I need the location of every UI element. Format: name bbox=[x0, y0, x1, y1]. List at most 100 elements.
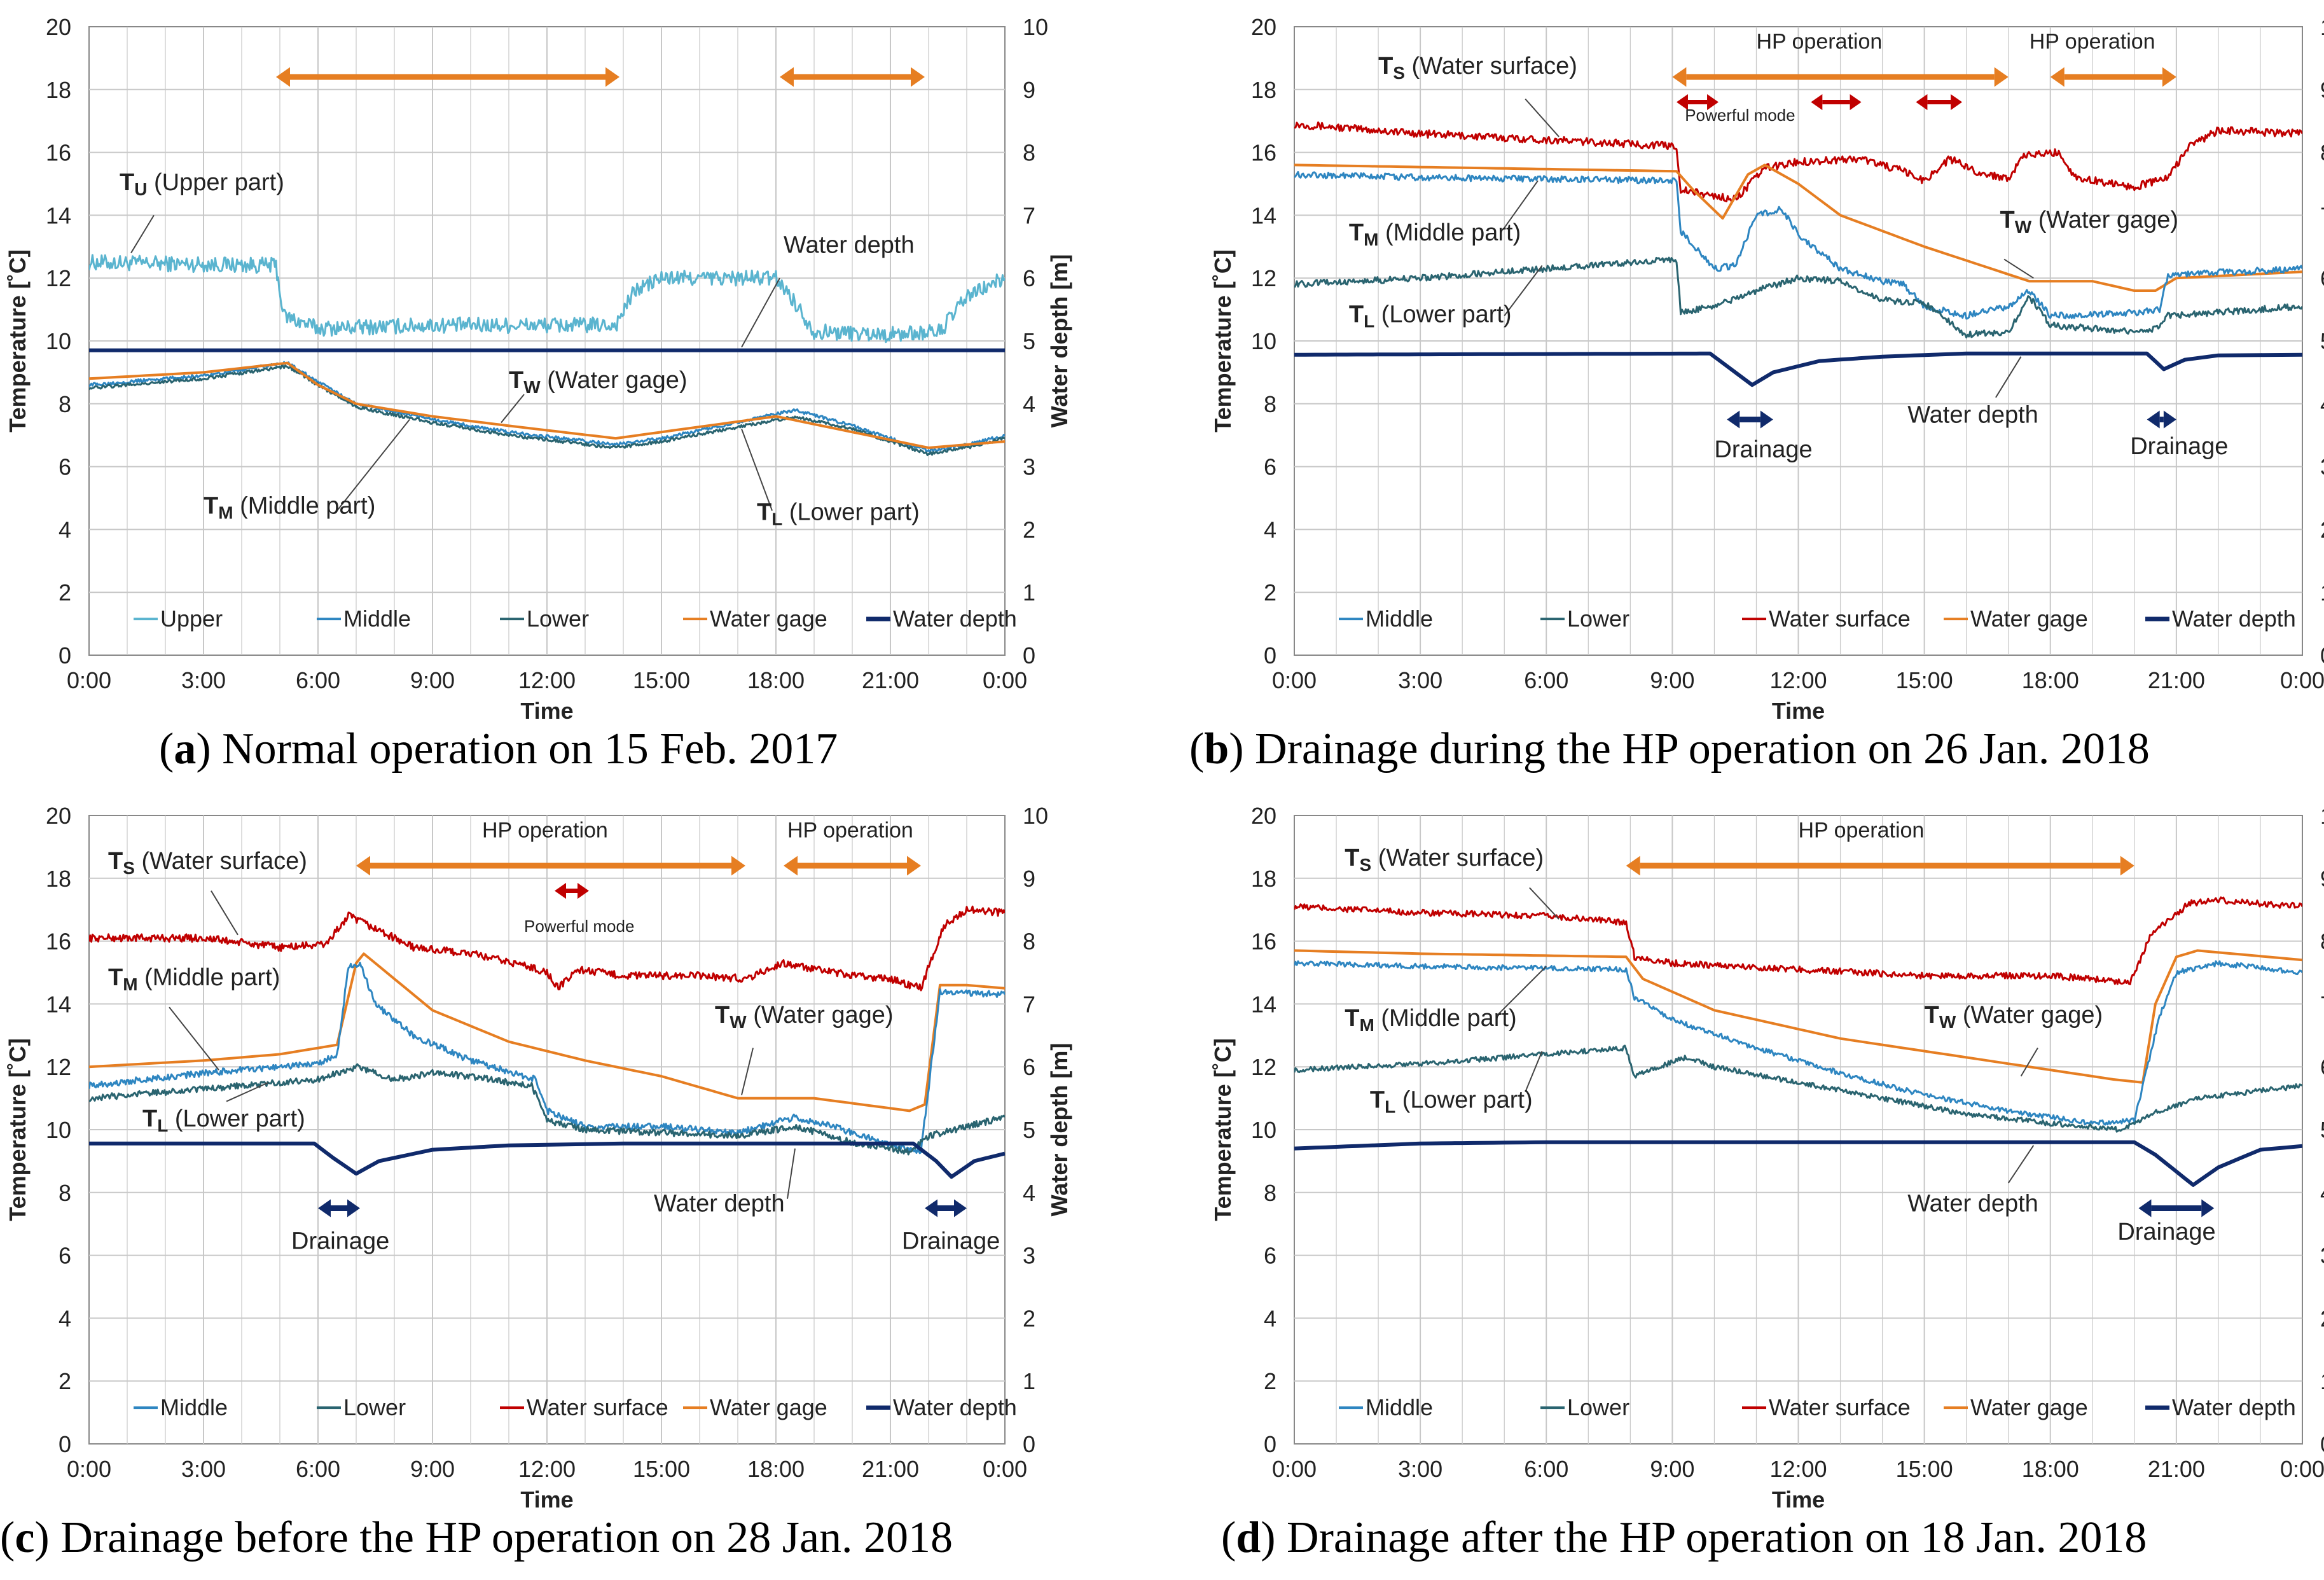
leader-line bbox=[130, 214, 155, 254]
series-line-lower bbox=[89, 364, 1005, 457]
y-axis-label-left: Temperature [˚C] bbox=[4, 249, 31, 432]
series-line-water-depth bbox=[1294, 351, 2302, 387]
y-axis-label-right: Water depth [m] bbox=[1046, 254, 1072, 428]
legend-label: Middle bbox=[1366, 606, 1433, 632]
annotation-label: HP operation bbox=[787, 819, 913, 843]
legend-label: Middle bbox=[1366, 1394, 1433, 1420]
y2-tick-label: 9 bbox=[2320, 866, 2324, 892]
series-line-middle bbox=[1294, 960, 2302, 1126]
y-tick-label: 4 bbox=[1264, 1305, 1276, 1331]
y-tick-label: 20 bbox=[46, 803, 71, 829]
y-tick-label: 2 bbox=[59, 579, 71, 606]
series-line-water-depth bbox=[1294, 1140, 2302, 1187]
y-tick-label: 14 bbox=[1251, 991, 1276, 1017]
leader-line bbox=[226, 1081, 269, 1102]
y-tick-label: 20 bbox=[1251, 803, 1276, 829]
y2-tick-label: 3 bbox=[1023, 454, 1035, 480]
y-tick-label: 8 bbox=[59, 391, 71, 417]
annotation-label: TS (Water surface) bbox=[1345, 845, 1544, 875]
series-line-middle bbox=[89, 361, 1005, 454]
y2-tick-label: 10 bbox=[1023, 803, 1048, 829]
y-tick-label: 0 bbox=[1264, 1431, 1276, 1457]
y2-tick-label: 7 bbox=[1023, 991, 1035, 1017]
annotation-label: TM (Middle part) bbox=[204, 493, 375, 523]
series-line-water-depth bbox=[89, 1141, 1005, 1179]
annotation-label: Drainage bbox=[1714, 436, 1812, 463]
x-tick-label: 0:00 bbox=[983, 1456, 1027, 1482]
leader-line bbox=[2003, 258, 2034, 279]
legend-item-middle: Middle bbox=[134, 1394, 228, 1420]
y-tick-label: 10 bbox=[1251, 1117, 1276, 1143]
legend-label: Water gage bbox=[710, 606, 827, 632]
hp-operation-arrow bbox=[780, 67, 925, 87]
y-tick-label: 16 bbox=[1251, 929, 1276, 955]
annotation-label: TW (Water gage) bbox=[2000, 207, 2179, 237]
hp-operation-arrow bbox=[1672, 67, 2009, 87]
y-tick-label: 14 bbox=[1251, 202, 1276, 228]
y-tick-label: 18 bbox=[46, 77, 71, 103]
powerful-mode-arrow bbox=[1676, 94, 1719, 111]
powerful-mode-arrow bbox=[555, 882, 589, 899]
annotation-label: HP operation bbox=[2030, 30, 2155, 54]
annotation-label: TL (Lower part) bbox=[1370, 1086, 1533, 1116]
annotation-label: TW (Water gage) bbox=[509, 367, 688, 397]
y2-tick-label: 8 bbox=[1023, 140, 1035, 166]
leader-line bbox=[741, 428, 773, 511]
y2-tick-label: 5 bbox=[2320, 328, 2324, 354]
leader-line bbox=[169, 1006, 219, 1071]
drainage-arrow bbox=[318, 1199, 360, 1217]
x-tick-label: 0:00 bbox=[1272, 667, 1317, 693]
annotation-label: Powerful mode bbox=[524, 917, 634, 936]
legend-item-lower: Lower bbox=[500, 606, 589, 632]
legend-label: Water surface bbox=[1769, 1394, 1911, 1420]
leader-line bbox=[741, 1048, 754, 1095]
y2-tick-label: 0 bbox=[2320, 642, 2324, 669]
x-tick-label: 6:00 bbox=[296, 1456, 340, 1482]
y2-tick-label: 1 bbox=[2320, 1368, 2324, 1394]
y-tick-label: 14 bbox=[46, 991, 71, 1017]
series-line-upper bbox=[89, 254, 1005, 343]
x-tick-label: 3:00 bbox=[181, 667, 226, 693]
x-tick-label: 18:00 bbox=[2022, 1456, 2079, 1482]
y-tick-label: 4 bbox=[1264, 516, 1276, 543]
drainage-arrow bbox=[2147, 410, 2176, 429]
y2-tick-label: 5 bbox=[1023, 328, 1035, 354]
y-tick-label: 20 bbox=[1251, 14, 1276, 40]
y-tick-label: 0 bbox=[59, 642, 71, 669]
y-tick-label: 12 bbox=[1251, 1054, 1276, 1080]
x-tick-label: 12:00 bbox=[1769, 1456, 1827, 1482]
legend-item-water-surface: Water surface bbox=[1742, 606, 1911, 632]
series-line-water-gage bbox=[1294, 163, 2302, 292]
y-tick-label: 12 bbox=[1251, 265, 1276, 291]
y2-tick-label: 10 bbox=[1023, 14, 1048, 40]
x-tick-label: 12:00 bbox=[518, 667, 576, 693]
y2-tick-label: 3 bbox=[1023, 1243, 1035, 1269]
x-tick-label: 9:00 bbox=[410, 667, 455, 693]
y-tick-label: 18 bbox=[1251, 866, 1276, 892]
y2-tick-label: 1 bbox=[2320, 579, 2324, 606]
y-tick-label: 10 bbox=[46, 328, 71, 354]
y-tick-label: 4 bbox=[59, 1305, 71, 1331]
x-tick-label: 12:00 bbox=[518, 1456, 576, 1482]
y2-tick-label: 5 bbox=[1023, 1117, 1035, 1143]
y2-tick-label: 1 bbox=[1023, 1368, 1035, 1394]
y-tick-label: 16 bbox=[46, 140, 71, 166]
legend-item-water-gage: Water gage bbox=[683, 1394, 827, 1420]
x-tick-label: 0:00 bbox=[67, 667, 111, 693]
y2-tick-label: 8 bbox=[2320, 929, 2324, 955]
y2-tick-label: 10 bbox=[2320, 14, 2324, 40]
legend-label: Lower bbox=[527, 606, 589, 632]
legend-item-water-surface: Water surface bbox=[500, 1394, 668, 1420]
x-tick-label: 21:00 bbox=[862, 667, 919, 693]
legend-item-middle: Middle bbox=[1339, 606, 1433, 632]
series-line-water-surface bbox=[1294, 896, 2302, 985]
legend-label: Upper bbox=[160, 606, 223, 632]
series-line-lower bbox=[1294, 256, 2302, 339]
y-tick-label: 10 bbox=[46, 1117, 71, 1143]
x-tick-label: 6:00 bbox=[296, 667, 340, 693]
legend-label: Middle bbox=[343, 606, 411, 632]
y-tick-label: 18 bbox=[1251, 77, 1276, 103]
y-axis-label-right: Water depth [m] bbox=[1046, 1043, 1072, 1217]
x-axis-label: Time bbox=[1772, 1486, 1825, 1513]
